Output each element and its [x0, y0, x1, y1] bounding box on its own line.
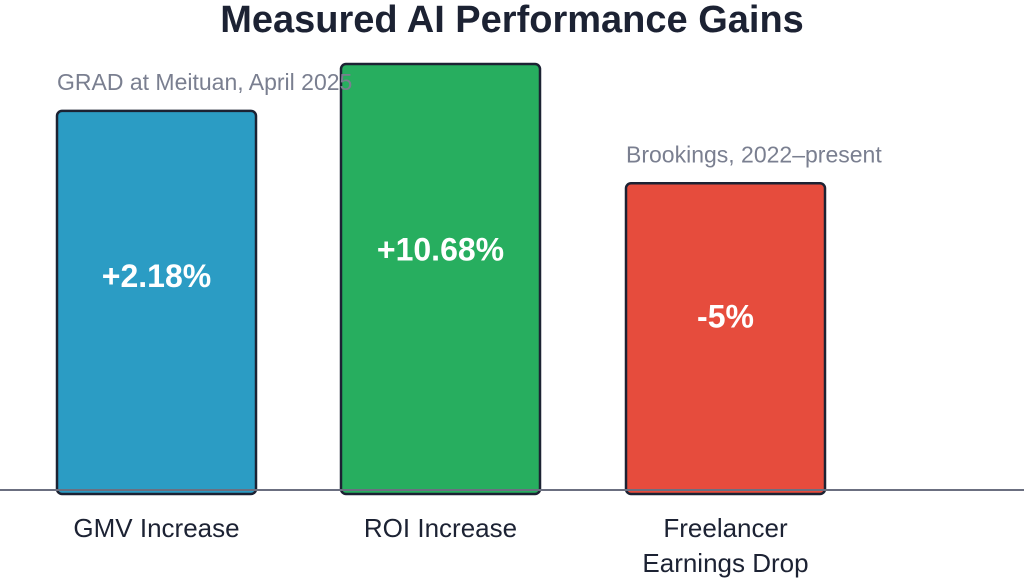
bar-0 [55, 109, 258, 496]
category-label-1: ROI Increase [364, 513, 517, 543]
chart-title: Measured AI Performance Gains [220, 0, 804, 41]
bar-value-label-0: +2.18% [102, 258, 211, 294]
source-annotation-0: GRAD at Meituan, April 2025 [57, 69, 352, 95]
bar-value-label-2: -5% [697, 299, 754, 335]
bar-value-label-1: +10.68% [377, 231, 504, 267]
category-label-0: GMV Increase [73, 513, 239, 543]
category-label-2: Freelancer Earnings Drop [642, 513, 808, 578]
bar-2 [624, 182, 827, 496]
bar-1 [339, 62, 542, 496]
labels-layer: +2.18% GMV Increase +10.68% ROI Increase -5%… [57, 69, 882, 578]
bars-layer [55, 62, 827, 496]
source-annotation-1: Brookings, 2022–present [626, 141, 882, 167]
